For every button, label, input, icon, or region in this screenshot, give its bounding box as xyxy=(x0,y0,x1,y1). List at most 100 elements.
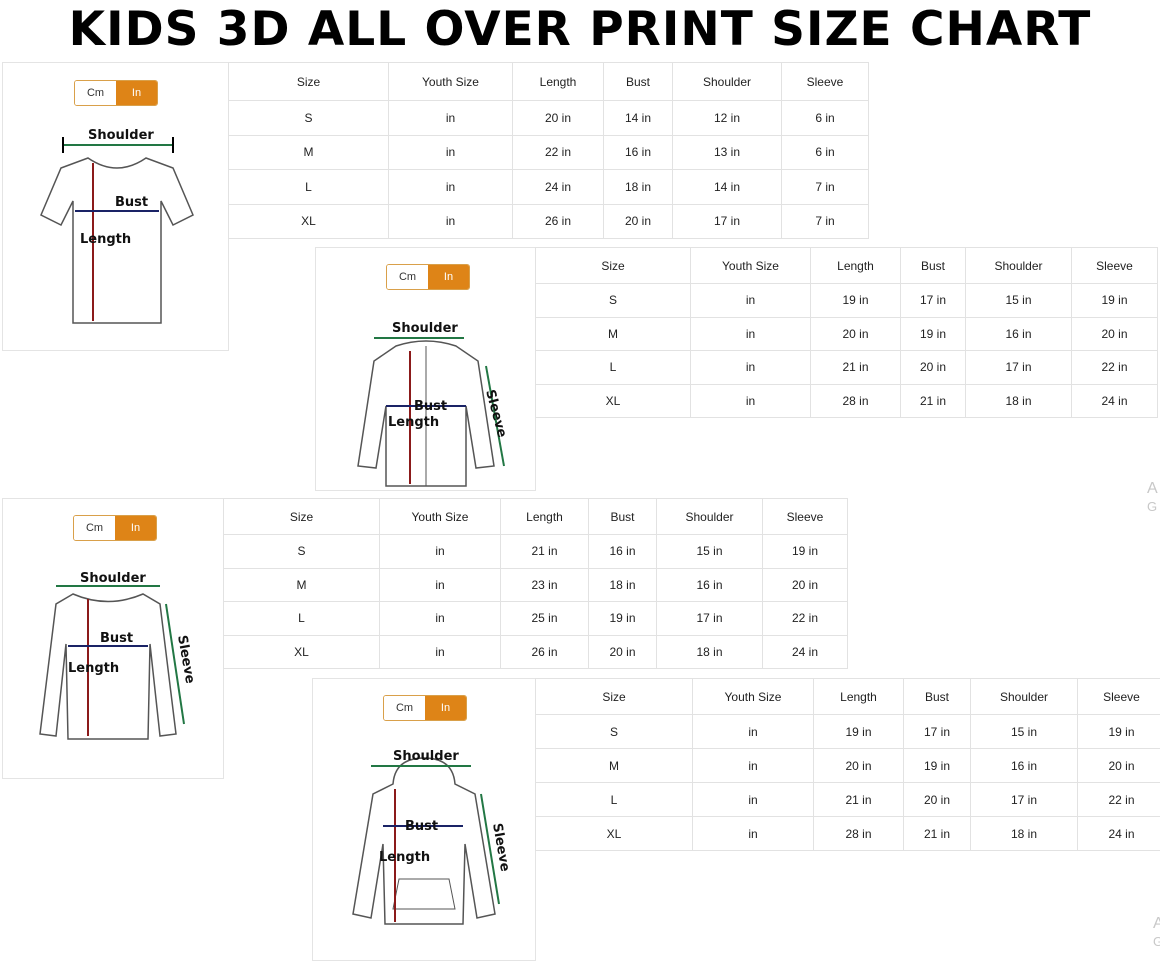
column-header: Size xyxy=(535,247,691,284)
table-cell: 17 in xyxy=(970,782,1078,817)
tshirt-icon: Shoulder Bust Length xyxy=(40,128,194,324)
table-cell: M xyxy=(228,134,389,170)
table-header-row: Size Youth Size Length Bust Shoulder Sleeve xyxy=(223,498,848,535)
in-option[interactable]: In xyxy=(428,265,469,289)
cm-option[interactable]: Cm xyxy=(387,265,428,289)
table-cell: 18 in xyxy=(970,816,1078,851)
pullover-hoodie-diagram-panel: Cm In Shoulder Bust Length Sleeve xyxy=(312,678,536,961)
table-cell: 15 in xyxy=(656,534,763,569)
watermark-line2: G xyxy=(1147,499,1158,514)
zip-hoodie-icon: Shoulder Bust Length Sleeve xyxy=(357,321,509,487)
table-cell: 13 in xyxy=(672,134,782,170)
table-cell: in xyxy=(379,567,501,602)
table-cell: 14 in xyxy=(603,100,673,136)
table-cell: in xyxy=(692,782,814,817)
table-cell: L xyxy=(535,782,693,817)
cm-option[interactable]: Cm xyxy=(384,696,425,720)
table-cell: XL xyxy=(535,383,691,418)
column-header: Length xyxy=(813,678,904,715)
table-cell: in xyxy=(690,383,811,418)
cm-option[interactable]: Cm xyxy=(74,516,115,540)
column-header: Youth Size xyxy=(388,62,513,101)
table-cell: M xyxy=(535,316,691,351)
in-option[interactable]: In xyxy=(116,81,157,105)
table-cell: 7 in xyxy=(781,203,869,239)
table-cell: 14 in xyxy=(672,169,782,205)
table-cell: L xyxy=(535,350,691,385)
column-header: Bust xyxy=(903,678,971,715)
table-cell: 19 in xyxy=(1077,714,1160,749)
in-option[interactable]: In xyxy=(425,696,466,720)
table-cell: L xyxy=(228,169,389,205)
unit-toggle[interactable]: Cm In xyxy=(386,264,470,290)
table-row: XL in 28 in 21 in 18 in 24 in xyxy=(535,383,1158,418)
table-cell: 20 in xyxy=(603,203,673,239)
table-cell: 22 in xyxy=(512,134,604,170)
table-cell: in xyxy=(690,350,811,385)
table-cell: 17 in xyxy=(656,601,763,636)
table-cell: 17 in xyxy=(900,283,966,318)
cm-option[interactable]: Cm xyxy=(75,81,116,105)
table-cell: 21 in xyxy=(810,350,901,385)
table-row: XL in 28 in 21 in 18 in 24 in xyxy=(535,816,1160,851)
long-sleeve-diagram-panel: Cm In Shoulder Bust Length Sleeve xyxy=(2,498,224,779)
unit-toggle[interactable]: Cm In xyxy=(74,80,158,106)
unit-toggle[interactable]: Cm In xyxy=(383,695,467,721)
table-cell: 21 in xyxy=(500,534,589,569)
table-cell: 20 in xyxy=(762,567,848,602)
table-cell: in xyxy=(692,748,814,783)
bust-label: Bust xyxy=(405,819,438,834)
table-cell: L xyxy=(223,601,380,636)
column-header: Bust xyxy=(603,62,673,101)
table-cell: 24 in xyxy=(512,169,604,205)
table-cell: 20 in xyxy=(1077,748,1160,783)
zip-hoodie-diagram-panel: Cm In Shoulder Bust Length Sleeve xyxy=(315,247,536,491)
table-cell: 15 in xyxy=(970,714,1078,749)
column-header: Youth Size xyxy=(690,247,811,284)
table-cell: 20 in xyxy=(512,100,604,136)
table-cell: S xyxy=(535,283,691,318)
bust-label: Bust xyxy=(115,195,148,210)
column-header: Size xyxy=(223,498,380,535)
table-cell: 18 in xyxy=(965,383,1072,418)
table-cell: 21 in xyxy=(813,782,904,817)
table-header-row: Size Youth Size Length Bust Shoulder Sleeve xyxy=(535,678,1160,715)
table-cell: 18 in xyxy=(588,567,657,602)
table-cell: 19 in xyxy=(588,601,657,636)
table-cell: in xyxy=(379,534,501,569)
column-header: Shoulder xyxy=(965,247,1072,284)
length-label: Length xyxy=(388,415,439,430)
shoulder-label: Shoulder xyxy=(80,571,146,586)
bust-label: Bust xyxy=(100,631,133,646)
unit-toggle[interactable]: Cm In xyxy=(73,515,157,541)
table-cell: 25 in xyxy=(500,601,589,636)
column-header: Shoulder xyxy=(970,678,1078,715)
in-option[interactable]: In xyxy=(115,516,156,540)
column-header: Shoulder xyxy=(672,62,782,101)
column-header: Bust xyxy=(900,247,966,284)
bust-label: Bust xyxy=(414,399,447,414)
table-cell: 17 in xyxy=(903,714,971,749)
table-cell: 16 in xyxy=(965,316,1072,351)
table-cell: 24 in xyxy=(762,634,848,669)
table-cell: 26 in xyxy=(512,203,604,239)
column-header: Youth Size xyxy=(692,678,814,715)
table-cell: 17 in xyxy=(672,203,782,239)
shoulder-label: Shoulder xyxy=(88,128,154,143)
table-cell: 15 in xyxy=(965,283,1072,318)
table-cell: 20 in xyxy=(903,782,971,817)
table-cell: 28 in xyxy=(810,383,901,418)
